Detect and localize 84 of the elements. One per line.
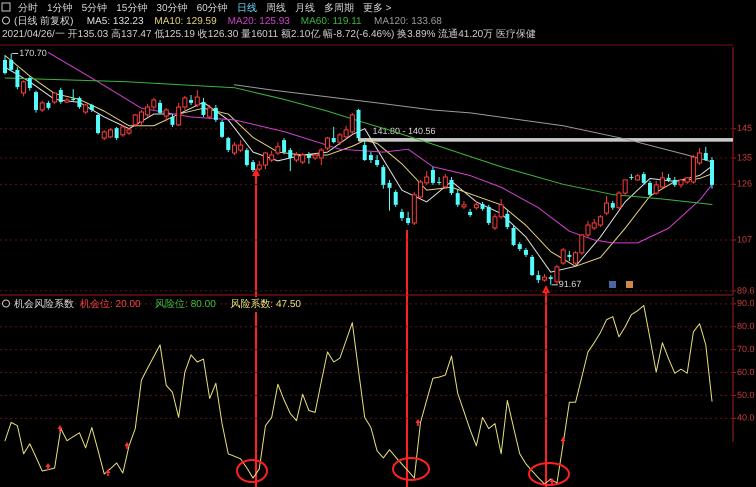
text: MA10: 129.59	[154, 16, 218, 27]
text: 60分钟	[196, 2, 228, 14]
candlestick	[704, 146, 708, 162]
candlestick	[450, 176, 454, 196]
candlestick	[368, 152, 373, 164]
y-tick-label: 50.0	[737, 390, 755, 400]
candlestick	[28, 75, 32, 92]
candlestick	[244, 148, 249, 168]
text: 月线	[294, 2, 315, 14]
text: 风险系数: 47.50	[230, 298, 302, 310]
y-tick-label: 135	[737, 152, 752, 162]
candlestick	[15, 66, 20, 90]
annotation: 机会位: 20.00	[80, 298, 142, 310]
candlestick	[524, 247, 528, 258]
candlestick	[58, 87, 63, 104]
candlestick	[548, 274, 553, 286]
candlestick	[710, 156, 714, 190]
candlestick	[437, 176, 442, 186]
candlestick	[536, 270, 540, 284]
y-tick-label: 126	[737, 178, 752, 189]
y-tick-label: 145	[737, 123, 752, 134]
candlestick	[468, 208, 472, 218]
y-tick-label: 89.6	[737, 285, 755, 296]
chart-title: 机会风险系数	[14, 298, 74, 310]
candlestick	[666, 174, 671, 182]
candlestick	[518, 242, 522, 252]
text: 5分钟	[82, 2, 108, 14]
candlestick	[306, 152, 311, 164]
candlestick	[282, 138, 286, 155]
candlestick	[629, 174, 634, 180]
candlestick	[189, 94, 194, 106]
chart-subtitle: 2021/04/26/一 开135.03 高137.47 低125.19 收126.30 量16011 额2.10亿 幅-8.72(-6.46%) 换3.89% 流通41.20万 医疗保健	[2, 28, 536, 40]
candlestick	[251, 160, 256, 173]
candlestick	[530, 254, 534, 276]
candlestick	[34, 90, 38, 114]
text: MA5: 132.23	[86, 16, 144, 27]
candlestick	[474, 200, 479, 210]
annotation: 170.70	[19, 48, 47, 58]
line-series	[48, 52, 712, 244]
text: 1分钟	[47, 2, 73, 14]
annotation: 91.67	[558, 279, 582, 290]
y-tick-label: 40.0	[737, 412, 755, 423]
candlestick	[567, 250, 572, 262]
candlestick	[96, 114, 100, 136]
text: 30分钟	[156, 2, 188, 14]
candlestick	[362, 140, 367, 162]
candlestick	[214, 104, 218, 122]
candlestick	[3, 54, 7, 76]
candlestick	[672, 176, 677, 188]
y-tick-label: 60.0	[737, 366, 755, 377]
candlestick	[375, 154, 380, 168]
y-tick-label: 90.0	[737, 298, 755, 308]
text: MA60: 119.11	[300, 16, 362, 27]
candlestick	[381, 164, 386, 190]
candlestick	[505, 210, 510, 230]
candlestick	[610, 200, 615, 210]
y-tick-label: 70.0	[737, 344, 755, 354]
text: 周线	[266, 2, 286, 14]
candlestick	[388, 179, 392, 212]
candlestick	[430, 166, 435, 186]
candlestick	[406, 211, 410, 226]
candlestick	[456, 189, 460, 208]
text: 分时	[18, 2, 38, 14]
candlestick	[648, 180, 652, 198]
text: 15分钟	[116, 2, 148, 14]
candlestick	[170, 114, 174, 128]
line-series	[4, 78, 712, 205]
candlestick	[288, 148, 292, 172]
annotation: 风险位: 80.00	[155, 298, 216, 310]
candlestick	[642, 172, 646, 186]
candlestick	[77, 96, 82, 110]
text: MA20: 125.93	[228, 16, 290, 27]
text: 多周期	[324, 2, 354, 14]
candlestick	[400, 208, 404, 222]
text: MA120: 133.68	[374, 16, 442, 27]
y-tick-label: 80.0	[737, 321, 755, 332]
text: 更多 >	[362, 2, 392, 14]
text: 日线	[236, 2, 257, 14]
candlestick	[332, 126, 336, 144]
chart-title: (日线 前复权)	[14, 15, 74, 27]
candlestick	[394, 189, 398, 208]
y-tick-label: 107	[737, 234, 752, 244]
candlestick	[486, 204, 491, 226]
candlestick	[201, 97, 206, 118]
